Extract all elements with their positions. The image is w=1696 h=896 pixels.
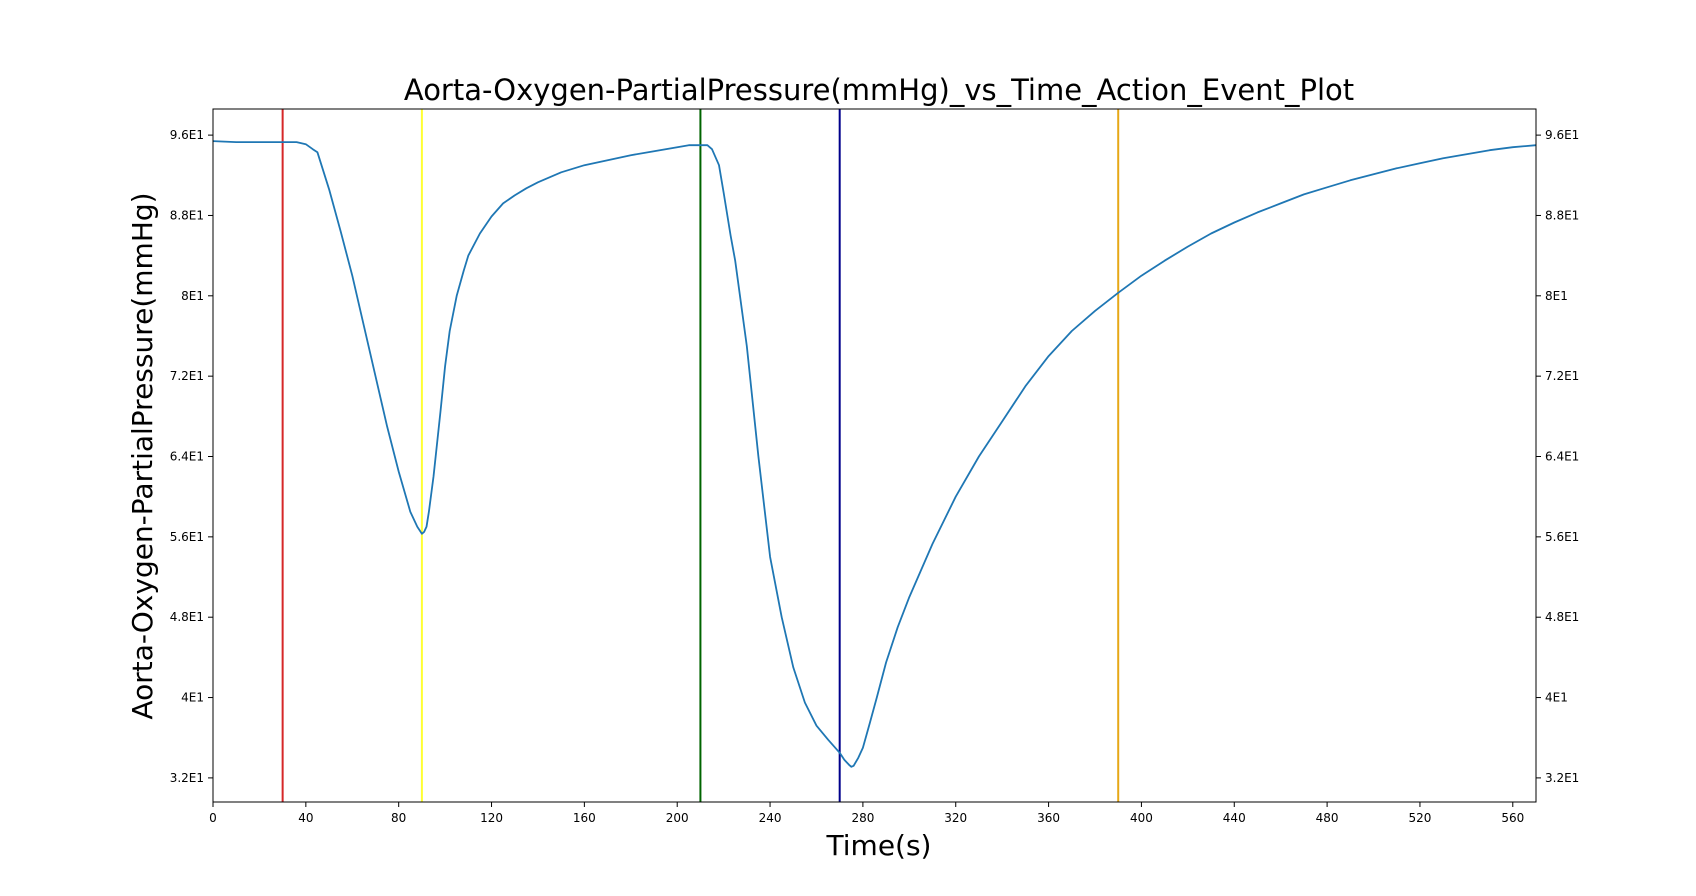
x-tick-label: 560: [1501, 811, 1524, 825]
x-tick-label: 80: [391, 811, 406, 825]
chart-title: Aorta-Oxygen-PartialPressure(mmHg)_vs_Ti…: [404, 73, 1354, 107]
y-tick-label-left: 6.4E1: [170, 450, 204, 464]
x-tick-label: 40: [298, 811, 313, 825]
y-tick-label-right: 6.4E1: [1545, 450, 1579, 464]
series-line-1: [212, 140, 1537, 768]
y-tick-label-right: 5.6E1: [1545, 530, 1579, 544]
plot-area: 0 40 80 120 160 200 240 280 320 360 400 440 480 520 56…: [170, 108, 1579, 825]
y-tick-label-left: 4E1: [181, 691, 204, 705]
x-tick-label: 240: [759, 811, 782, 825]
y-tick-label-right: 8.8E1: [1545, 208, 1579, 222]
x-tick-label: 320: [944, 811, 967, 825]
y-tick-label-right: 9.6E1: [1545, 128, 1579, 142]
x-tick-label: 360: [1037, 811, 1060, 825]
y-tick-label-left: 8.8E1: [170, 208, 204, 222]
y-axis-label: Aorta-Oxygen-PartialPressure(mmHg): [126, 192, 159, 719]
y-tick-label-right: 3.2E1: [1545, 771, 1579, 785]
x-tick-label: 0: [209, 811, 217, 825]
y-tick-label-left: 9.6E1: [170, 128, 204, 142]
x-tick-label: 200: [666, 811, 689, 825]
y-tick-label-right: 7.2E1: [1545, 369, 1579, 383]
x-tick-label: 280: [851, 811, 874, 825]
y-tick-label-left: 4.8E1: [170, 610, 204, 624]
y-tick-label-right: 4E1: [1545, 691, 1568, 705]
x-tick-label: 120: [480, 811, 503, 825]
x-tick-label: 160: [573, 811, 596, 825]
plot-frame: [212, 108, 1537, 803]
y-tick-label-right: 4.8E1: [1545, 610, 1579, 624]
x-axis-label: Time(s): [826, 829, 932, 862]
x-tick-label: 480: [1316, 811, 1339, 825]
y-tick-label-left: 5.6E1: [170, 530, 204, 544]
y-tick-label-left: 8E1: [181, 289, 204, 303]
x-tick-label: 400: [1130, 811, 1153, 825]
y-tick-label-left: 7.2E1: [170, 369, 204, 383]
x-tick-label: 520: [1408, 811, 1431, 825]
x-tick-label: 440: [1223, 811, 1246, 825]
y-tick-label-right: 8E1: [1545, 289, 1568, 303]
y-tick-label-left: 3.2E1: [170, 771, 204, 785]
